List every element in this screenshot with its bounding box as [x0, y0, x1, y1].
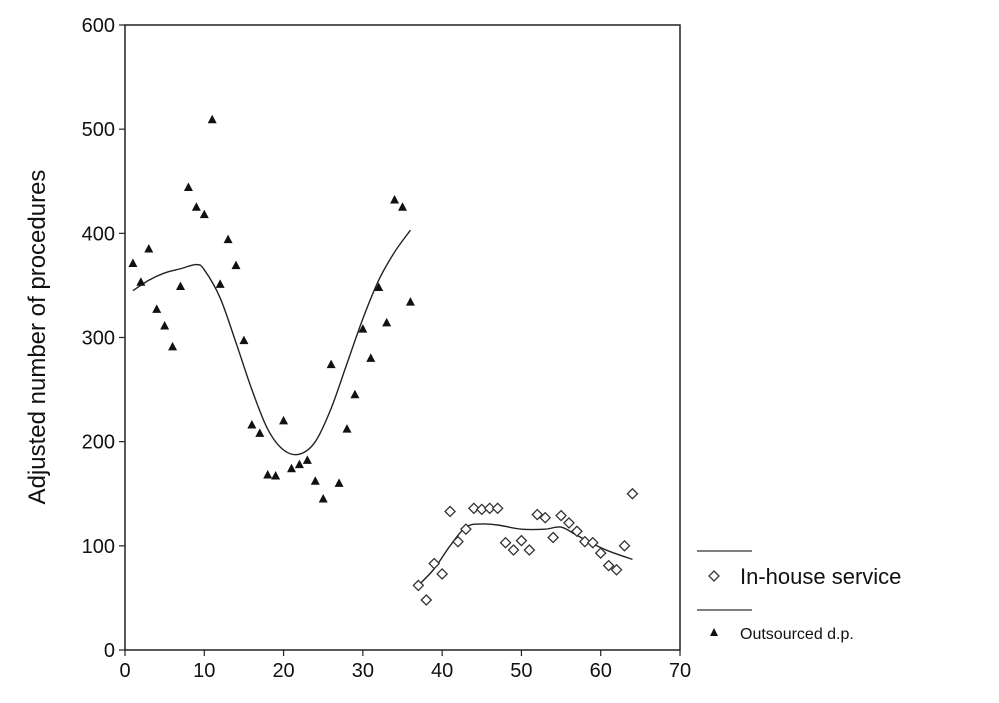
- data-points: [128, 114, 639, 606]
- legend-marker-outsourced: [710, 628, 718, 636]
- point-outsourced-d-p: [334, 478, 344, 487]
- point-outsourced-d-p: [390, 195, 400, 204]
- point-in-house-service: [586, 536, 599, 549]
- x-tick-label: 70: [669, 660, 691, 682]
- point-outsourced-d-p: [207, 114, 217, 124]
- legend-marker-in-house: [708, 570, 720, 582]
- point-outsourced-d-p: [310, 476, 320, 485]
- x-tick-label: 0: [119, 660, 130, 682]
- point-outsourced-d-p: [271, 471, 281, 480]
- point-in-house-service: [523, 544, 536, 556]
- plot-frame: [124, 24, 681, 651]
- point-outsourced-d-p: [255, 428, 265, 437]
- point-in-house-service: [602, 559, 615, 572]
- point-outsourced-d-p: [144, 243, 154, 253]
- point-outsourced-d-p: [318, 493, 328, 503]
- point-in-house-service: [460, 523, 472, 536]
- point-in-house-service: [436, 568, 449, 580]
- y-tick-label: 600: [82, 15, 115, 37]
- point-in-house-service: [539, 511, 552, 524]
- point-in-house-service: [571, 525, 583, 538]
- point-in-house-service: [491, 502, 504, 515]
- point-outsourced-d-p: [160, 321, 170, 330]
- point-in-house-service: [507, 544, 520, 556]
- point-outsourced-d-p: [176, 281, 185, 290]
- point-outsourced-d-p: [231, 260, 241, 270]
- point-outsourced-d-p: [152, 304, 162, 313]
- y-axis-title: Adjusted number of procedures: [24, 170, 51, 505]
- y-tick-label: 200: [82, 432, 115, 454]
- x-tick-label: 50: [510, 660, 532, 682]
- point-outsourced-d-p: [302, 455, 312, 464]
- point-in-house-service: [578, 535, 591, 548]
- point-in-house-service: [555, 509, 567, 522]
- point-in-house-service: [531, 508, 544, 521]
- x-tick-label: 30: [352, 660, 374, 682]
- point-outsourced-d-p: [342, 424, 352, 433]
- point-in-house-service: [499, 536, 512, 549]
- point-in-house-service: [626, 487, 639, 500]
- point-outsourced-d-p: [398, 202, 407, 211]
- legend-label-in-house: In-house service: [740, 564, 901, 589]
- point-in-house-service: [412, 579, 425, 592]
- x-tick-label: 60: [590, 660, 612, 682]
- x-tick-label: 40: [431, 660, 453, 682]
- point-outsourced-d-p: [239, 335, 249, 345]
- point-in-house-service: [547, 531, 560, 544]
- point-outsourced-d-p: [183, 182, 193, 191]
- y-tick-label: 300: [82, 328, 115, 350]
- point-outsourced-d-p: [168, 341, 178, 351]
- point-in-house-service: [444, 505, 456, 518]
- trend-line-outsourced-d-p: [132, 229, 411, 456]
- point-in-house-service: [594, 547, 607, 560]
- point-in-house-service: [428, 557, 441, 570]
- point-outsourced-d-p: [136, 277, 146, 286]
- point-in-house-service: [452, 535, 464, 548]
- point-outsourced-d-p: [382, 317, 392, 327]
- trend-lines: [132, 229, 633, 586]
- point-outsourced-d-p: [287, 463, 296, 473]
- y-tick-label: 100: [82, 536, 115, 558]
- point-outsourced-d-p: [366, 353, 376, 362]
- point-outsourced-d-p: [199, 209, 209, 219]
- point-in-house-service: [610, 563, 623, 576]
- point-in-house-service: [563, 516, 575, 529]
- point-outsourced-d-p: [215, 279, 225, 288]
- point-in-house-service: [467, 502, 480, 515]
- point-outsourced-d-p: [263, 470, 273, 479]
- point-in-house-service: [483, 502, 496, 515]
- x-tick-label: 10: [193, 660, 215, 682]
- point-in-house-service: [420, 594, 433, 606]
- point-outsourced-d-p: [223, 234, 233, 244]
- y-tick-label: 500: [82, 119, 115, 141]
- point-in-house-service: [515, 534, 528, 547]
- point-outsourced-d-p: [294, 459, 304, 469]
- point-outsourced-d-p: [128, 258, 138, 268]
- x-axis-ticks: 0 10 20 30 40 50 60 70: [119, 650, 691, 682]
- legend: In-house service Outsourced d.p.: [697, 550, 901, 643]
- y-tick-label: 400: [82, 223, 115, 245]
- legend-label-outsourced: Outsourced d.p.: [740, 626, 854, 643]
- point-outsourced-d-p: [279, 415, 289, 425]
- point-outsourced-d-p: [350, 389, 360, 399]
- point-outsourced-d-p: [191, 202, 201, 211]
- point-outsourced-d-p: [326, 359, 336, 369]
- y-tick-label: 0: [104, 640, 115, 662]
- y-axis-ticks: 0 100 200 300 400 500 600: [82, 15, 125, 662]
- x-tick-label: 20: [272, 660, 294, 682]
- point-in-house-service: [618, 539, 631, 552]
- point-outsourced-d-p: [358, 324, 368, 333]
- point-outsourced-d-p: [405, 297, 415, 306]
- point-outsourced-d-p: [374, 282, 384, 291]
- point-outsourced-d-p: [247, 420, 257, 429]
